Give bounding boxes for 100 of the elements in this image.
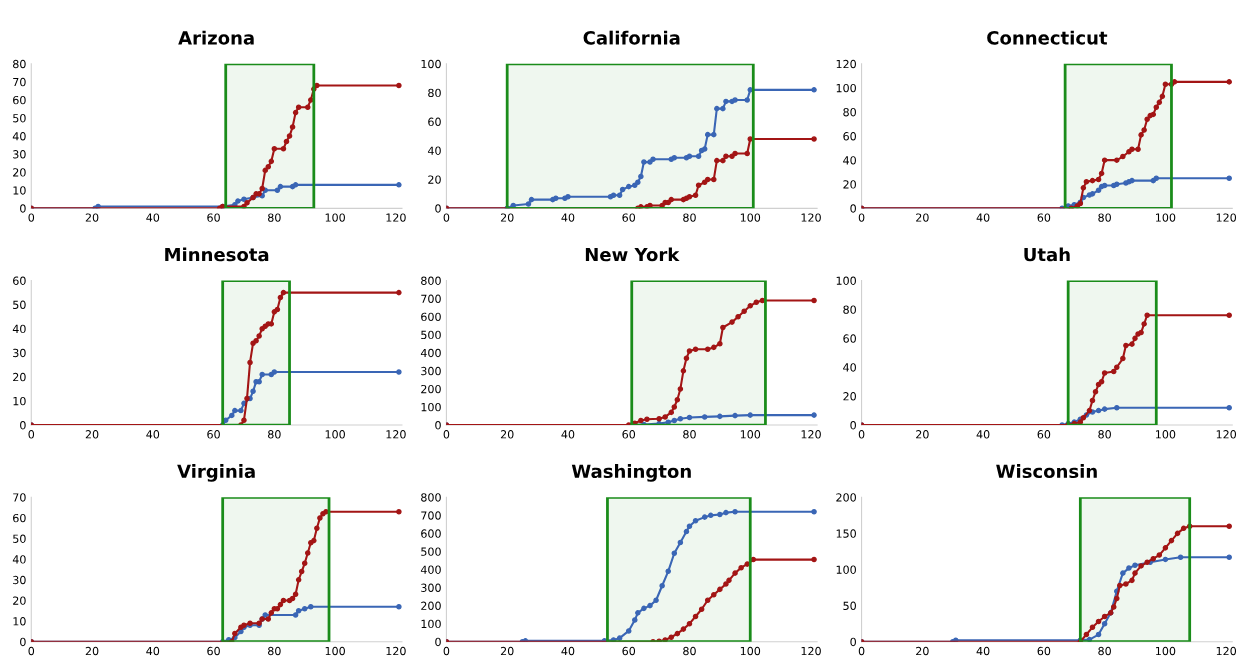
y-tick-label: 100: [836, 565, 856, 574]
y-tick-label: 50: [13, 113, 26, 123]
y-tick-label: 300: [421, 583, 441, 592]
x-tick-label: 120: [801, 430, 821, 439]
x-tick-label: 20: [916, 646, 929, 656]
x-tick-label: 60: [622, 430, 636, 439]
x-tick-label: 40: [146, 213, 160, 222]
y-tick-label: 40: [427, 146, 441, 155]
x-tick-label: 80: [268, 430, 281, 439]
y-tick-label: 150: [836, 529, 856, 538]
y-tick-label: 20: [843, 392, 856, 401]
y-tick-label: 700: [421, 511, 441, 520]
y-tick-label: 100: [421, 619, 441, 629]
y-tick-label: 70: [13, 77, 26, 87]
x-tick-label: 100: [325, 213, 345, 222]
x-tick-label: 20: [85, 646, 99, 656]
x-tick-label: 0: [28, 213, 35, 222]
x-tick-label: 20: [916, 213, 929, 222]
y-tick-label: 0: [850, 421, 856, 430]
x-tick-label: 0: [443, 213, 450, 222]
x-tick-label: 60: [1037, 646, 1051, 656]
x-tick-label: 60: [1037, 430, 1051, 439]
x-tick-label: 80: [1098, 430, 1111, 439]
y-tick-label: 120: [836, 59, 856, 69]
y-tick-label: 20: [843, 180, 856, 189]
y-tick-label: 60: [843, 132, 856, 141]
x-tick-label: 0: [858, 213, 865, 222]
x-tick-label: 100: [325, 646, 345, 656]
x-tick-label: 20: [500, 646, 514, 656]
y-tick-label: 60: [843, 334, 856, 343]
y-tick-label: 500: [421, 330, 441, 340]
x-tick-label: 60: [207, 646, 220, 656]
x-tick-label: 80: [1098, 213, 1111, 222]
y-tick-label: 800: [421, 493, 441, 502]
x-tick-label: 0: [443, 430, 450, 439]
y-tick-label: 20: [428, 175, 441, 184]
x-tick-label: 120: [386, 646, 406, 656]
x-tick-label: 60: [1037, 213, 1051, 222]
x-tick-label: 40: [146, 646, 160, 656]
y-tick-label: 40: [843, 156, 856, 165]
x-tick-label: 0: [443, 646, 450, 656]
x-tick-label: 80: [683, 646, 696, 656]
y-tick-label: 400: [420, 348, 441, 358]
y-tick-label: 80: [13, 59, 26, 69]
y-tick-label: 800: [421, 276, 441, 285]
y-tick-label: 100: [836, 83, 856, 93]
y-tick-label: 20: [13, 168, 26, 177]
x-tick-label: 80: [268, 213, 281, 222]
y-tick-label: 80: [843, 305, 856, 314]
y-tick-label: 200: [836, 493, 856, 502]
chart-title: New York: [585, 247, 680, 262]
x-tick-label: 60: [622, 213, 636, 222]
x-tick-label: 120: [386, 430, 406, 439]
x-tick-label: 120: [801, 213, 821, 222]
y-tick-label: 0: [850, 204, 856, 213]
x-tick-label: 120: [801, 646, 821, 656]
x-tick-label: 20: [500, 430, 514, 439]
y-tick-label: 0: [20, 637, 26, 647]
y-tick-label: 100: [421, 402, 441, 412]
x-tick-label: 100: [1156, 430, 1176, 439]
x-tick-label: 120: [1216, 213, 1237, 222]
x-tick-label: 100: [1156, 646, 1176, 656]
x-tick-label: 20: [916, 430, 929, 439]
x-tick-label: 80: [683, 430, 696, 439]
x-tick-label: 80: [1098, 646, 1111, 656]
y-tick-label: 40: [12, 555, 26, 564]
y-tick-label: 50: [13, 534, 26, 543]
chart-title: Minnesota: [165, 247, 269, 262]
y-tick-label: 10: [13, 186, 26, 195]
x-tick-label: 80: [683, 213, 696, 222]
y-tick-label: 0: [850, 637, 856, 647]
y-tick-label: 50: [843, 601, 856, 611]
y-tick-label: 200: [421, 601, 441, 611]
chart-title: Connecticut: [987, 30, 1108, 45]
x-tick-label: 0: [858, 430, 865, 439]
y-tick-label: 40: [12, 324, 26, 334]
y-tick-label: 0: [435, 637, 441, 647]
x-tick-label: 120: [386, 213, 406, 222]
y-tick-label: 40: [12, 132, 26, 141]
x-tick-label: 40: [976, 430, 990, 439]
y-tick-label: 600: [421, 312, 441, 322]
x-tick-label: 120: [1216, 430, 1237, 439]
y-tick-label: 80: [428, 88, 441, 98]
y-tick-label: 10: [13, 617, 26, 626]
chart-title: Virginia: [177, 464, 255, 482]
y-tick-label: 0: [20, 204, 26, 213]
chart-title: Washington: [571, 464, 691, 482]
chart-title: Arizona: [178, 30, 254, 45]
y-tick-label: 30: [13, 575, 26, 585]
x-tick-label: 40: [561, 646, 575, 656]
y-tick-label: 400: [420, 565, 441, 574]
y-tick-label: 100: [836, 276, 856, 285]
y-tick-label: 60: [428, 117, 441, 127]
x-tick-label: 100: [740, 430, 761, 439]
x-tick-label: 40: [976, 646, 990, 656]
x-tick-label: 40: [146, 430, 160, 439]
x-tick-label: 40: [561, 213, 575, 222]
x-tick-label: 120: [1216, 646, 1237, 656]
y-tick-label: 100: [421, 59, 441, 69]
x-tick-label: 100: [740, 213, 761, 222]
